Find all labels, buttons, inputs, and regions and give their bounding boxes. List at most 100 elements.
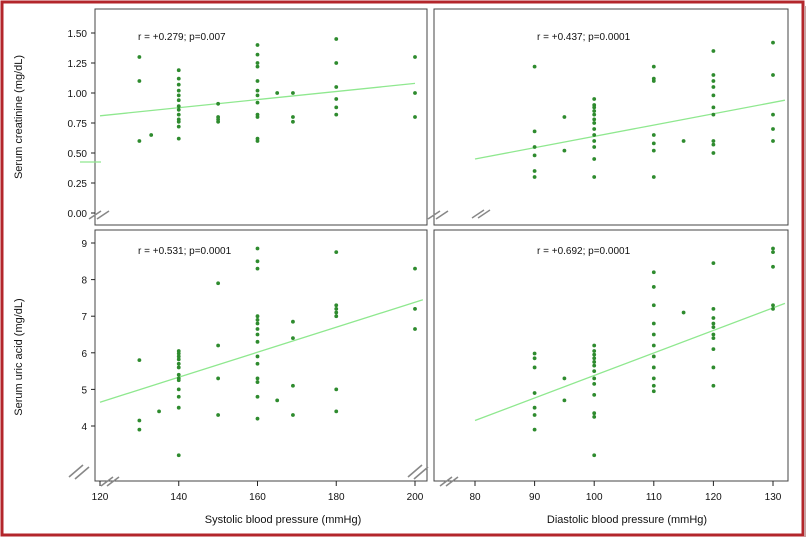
- data-point: [651, 365, 656, 370]
- data-point: [176, 93, 181, 98]
- x-tick-label: 110: [646, 492, 662, 503]
- axis-break-mark: [74, 466, 90, 480]
- panel-frame-bottom-right: [433, 229, 789, 482]
- y-tick-label: 6: [81, 349, 87, 360]
- data-point: [711, 332, 716, 337]
- data-point: [255, 327, 260, 331]
- data-point: [592, 112, 597, 117]
- axis-break-mark: [88, 210, 102, 220]
- panel-top-left: r = +0.279; p=0.007 0.00 0.25 0.50 0.75 1.00 1…: [68, 29, 417, 220]
- data-point: [592, 121, 597, 125]
- data-point: [532, 356, 537, 361]
- data-point: [413, 115, 417, 119]
- data-point: [592, 453, 597, 458]
- y-tick-label: 4: [81, 422, 87, 433]
- data-point: [255, 79, 260, 83]
- data-point: [255, 259, 260, 264]
- x-tick-label: 200: [407, 492, 424, 503]
- data-point: [771, 73, 775, 77]
- data-point: [532, 405, 537, 410]
- data-point: [532, 365, 537, 370]
- axis-break-mark: [413, 466, 429, 480]
- data-point: [651, 133, 656, 137]
- data-point: [592, 157, 597, 161]
- trend-line: [474, 99, 786, 160]
- data-point: [255, 376, 260, 381]
- data-point: [771, 246, 775, 251]
- data-point: [592, 382, 597, 386]
- data-point: [291, 383, 295, 388]
- data-point: [176, 378, 181, 383]
- data-point: [216, 413, 221, 417]
- trend-line: [99, 82, 416, 117]
- data-point: [149, 133, 154, 137]
- data-point: [413, 91, 417, 95]
- axis-break-mark: [68, 464, 84, 478]
- data-point: [216, 119, 221, 124]
- y-tick-label: 0.25: [68, 179, 88, 190]
- data-point: [592, 109, 597, 113]
- data-point: [176, 394, 181, 399]
- data-point: [291, 336, 295, 341]
- data-point: [137, 55, 142, 59]
- data-point: [334, 105, 339, 110]
- data-point: [532, 169, 537, 173]
- data-point: [651, 141, 656, 146]
- data-point: [711, 93, 716, 98]
- y-tick-label: 1.50: [68, 29, 88, 40]
- panel-bottom-left: r = +0.531; p=0.0001 4 5 6 7 8 9 120 140 160 180 20…: [68, 239, 424, 503]
- y-tick-label: 1.00: [68, 89, 88, 100]
- data-point: [771, 303, 775, 308]
- data-point: [771, 112, 775, 117]
- data-point: [255, 64, 260, 69]
- data-point: [255, 317, 260, 322]
- data-point: [255, 93, 260, 98]
- data-point: [711, 112, 716, 117]
- data-point: [711, 73, 716, 77]
- data-point: [711, 139, 716, 143]
- data-point: [334, 97, 339, 101]
- axis-break-mark: [100, 476, 114, 487]
- x-tick-label: 130: [765, 492, 782, 503]
- panel-annotation: r = +0.692; p=0.0001: [537, 246, 631, 257]
- axis-break-mark: [427, 210, 441, 220]
- data-point: [275, 91, 280, 95]
- axis-break-mark: [435, 210, 449, 220]
- y-tick-label: 0.50: [68, 149, 88, 160]
- data-point: [291, 115, 295, 119]
- data-point: [592, 349, 597, 353]
- data-point: [255, 416, 260, 421]
- data-point: [176, 453, 181, 458]
- data-point: [711, 261, 716, 266]
- data-point: [592, 352, 597, 357]
- data-point: [771, 127, 775, 131]
- data-point: [532, 153, 537, 158]
- data-point: [651, 285, 656, 289]
- trend-line: [474, 302, 786, 422]
- data-point: [176, 107, 181, 112]
- data-point: [651, 175, 656, 179]
- axis-break-mark: [96, 210, 110, 220]
- x-tick-label: 90: [529, 492, 541, 503]
- data-point: [711, 383, 716, 388]
- data-point: [681, 139, 686, 143]
- data-point: [413, 327, 417, 331]
- data-point: [711, 347, 716, 352]
- trend-line: [99, 299, 424, 403]
- data-point: [291, 319, 295, 324]
- data-point: [176, 119, 181, 124]
- y-tick-label: 0.75: [68, 119, 88, 130]
- data-point: [711, 316, 716, 320]
- data-point: [291, 91, 295, 95]
- data-point: [651, 148, 656, 153]
- data-point: [592, 117, 597, 122]
- x-tick-label: 180: [328, 492, 345, 503]
- data-point: [592, 97, 597, 101]
- data-point: [291, 119, 295, 124]
- panel-annotation: r = +0.437; p=0.0001: [537, 32, 631, 43]
- data-point: [291, 413, 295, 417]
- data-point: [532, 64, 537, 69]
- data-point: [176, 112, 181, 117]
